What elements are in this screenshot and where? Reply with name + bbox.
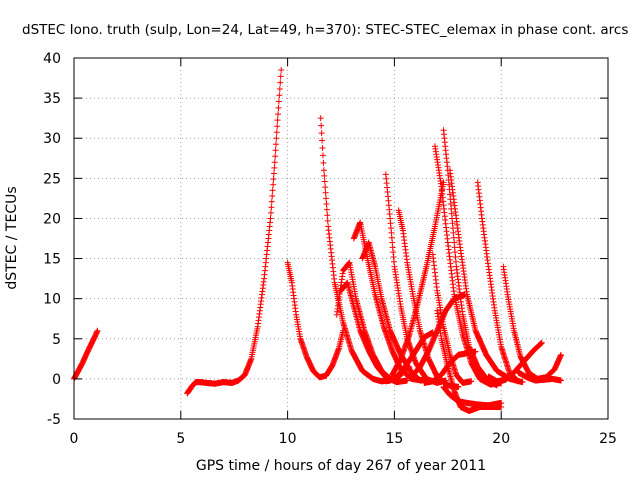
series-23 (485, 339, 545, 385)
data-point (271, 159, 278, 166)
y-tick-label: -5 (47, 412, 61, 428)
x-tick-label: 20 (492, 431, 510, 447)
series-1 (71, 327, 101, 382)
data-point (276, 92, 283, 99)
x-tick-label: 25 (599, 431, 617, 447)
data-point (558, 351, 565, 358)
data-point (323, 195, 330, 202)
data-point (404, 377, 411, 384)
y-tick-label: 35 (43, 91, 61, 107)
data-point (276, 85, 283, 92)
data-point (323, 206, 330, 213)
data-point (269, 187, 276, 194)
data-point (273, 135, 280, 142)
y-axis-title: dSTEC / TECUs (4, 186, 20, 289)
series-2 (184, 67, 285, 397)
x-tick-label: 15 (385, 431, 403, 447)
data-point (274, 117, 281, 124)
x-axis-ticks: 0 5 10 15 20 25 (70, 58, 617, 447)
plot-frame (73, 57, 609, 420)
data-point (323, 201, 330, 208)
data-point (272, 153, 279, 160)
data-point (274, 111, 281, 118)
y-axis-ticks: -5 0 5 10 15 20 25 30 35 40 (43, 51, 608, 428)
data-point (270, 170, 277, 177)
series-19 (434, 307, 505, 414)
data-point (271, 164, 278, 171)
data-point (317, 115, 324, 122)
series-20 (446, 167, 526, 386)
data-point (277, 79, 284, 86)
series-4 (317, 115, 391, 385)
data-point (94, 327, 101, 334)
series-22 (500, 263, 565, 382)
data-point (320, 159, 327, 166)
data-point (455, 383, 462, 390)
data-point (519, 379, 526, 386)
y-tick-label: 30 (43, 131, 61, 147)
y-tick-label: 20 (43, 211, 61, 227)
data-point (515, 378, 522, 385)
chart-title: dSTEC Iono. truth (sulp, Lon=24, Lat=49,… (22, 22, 628, 38)
data-point (270, 181, 277, 188)
series-6 (338, 279, 411, 386)
data-point (321, 178, 328, 185)
data-points (71, 67, 565, 414)
data-point (274, 123, 281, 130)
series-21 (474, 179, 522, 385)
data-point (558, 377, 565, 384)
data-point (321, 172, 328, 179)
x-axis-title: GPS time / hours of day 267 of year 2011 (196, 458, 486, 474)
y-tick-label: 5 (52, 332, 61, 348)
y-tick-label: 0 (52, 372, 61, 388)
data-point (319, 152, 326, 159)
series-3 (284, 259, 347, 381)
data-point (273, 129, 280, 136)
data-point (268, 198, 275, 205)
y-tick-label: 15 (43, 252, 61, 268)
data-point (440, 179, 447, 186)
data-point (324, 212, 331, 219)
data-point (277, 73, 284, 80)
data-point (320, 167, 327, 174)
data-point (275, 104, 282, 111)
data-point (319, 137, 326, 144)
data-point (318, 130, 325, 137)
y-tick-label: 40 (43, 51, 61, 67)
y-tick-label: 10 (43, 292, 61, 308)
series-24 (515, 369, 565, 384)
data-point (538, 339, 545, 346)
data-point (319, 144, 326, 151)
y-tick-label: 25 (43, 171, 61, 187)
data-point (269, 192, 276, 199)
data-point (322, 189, 329, 196)
data-point (267, 215, 274, 222)
data-point (324, 217, 331, 224)
x-tick-label: 10 (279, 431, 297, 447)
data-point (318, 122, 325, 129)
data-point (278, 67, 285, 74)
data-point (498, 403, 505, 410)
data-point (270, 176, 277, 183)
grid (74, 58, 608, 419)
data-point (322, 184, 329, 191)
data-point (268, 204, 275, 211)
data-point (275, 98, 282, 105)
data-point (272, 141, 279, 148)
data-point (267, 209, 274, 216)
data-point (272, 147, 279, 154)
data-point (468, 378, 475, 385)
x-tick-label: 5 (176, 431, 185, 447)
x-tick-label: 0 (70, 431, 79, 447)
